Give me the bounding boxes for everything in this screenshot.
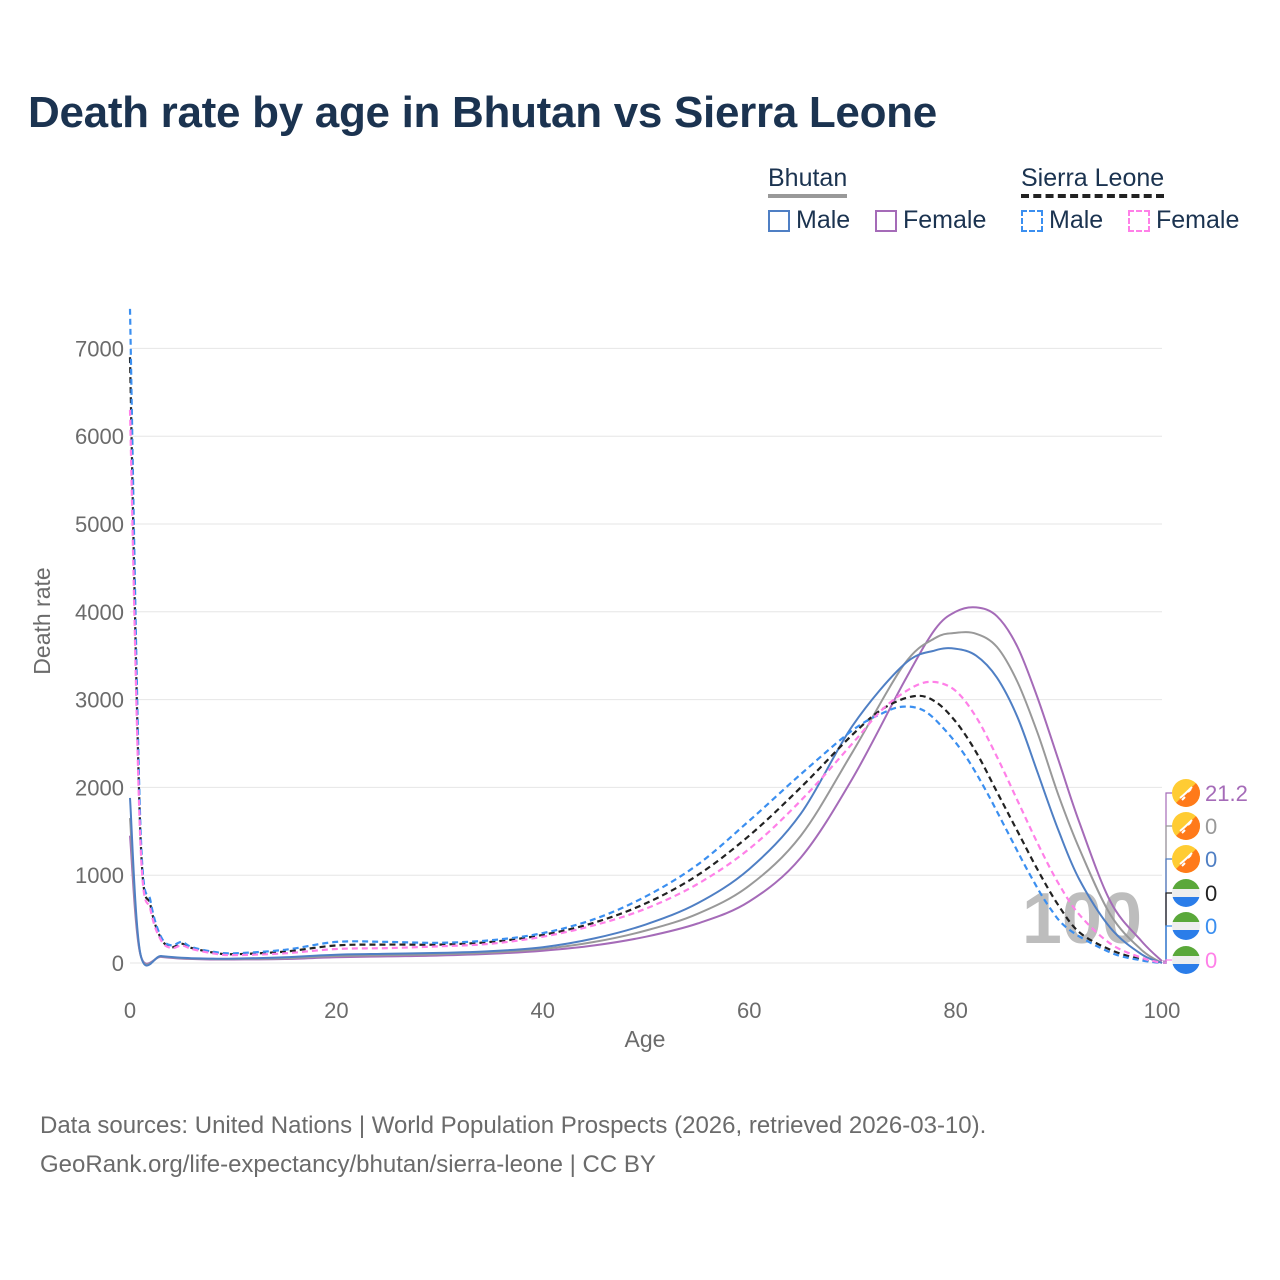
legend-swatch-bhutan-male [768, 209, 790, 232]
legend-group-bhutan-label: Bhutan [768, 164, 848, 192]
end-value-label-3: 0 [1205, 881, 1217, 906]
bhutan-flag-icon [1172, 812, 1200, 840]
sierra-leone-flag-icon [1172, 879, 1200, 907]
y-tick-label-4000: 4000 [75, 600, 124, 625]
legend-group-sierra-leone[interactable]: Sierra Leone [1021, 164, 1165, 198]
y-axis-title: Death rate [29, 567, 55, 674]
legend-label-bhutan-male: Male [796, 206, 851, 234]
y-tick-label-3000: 3000 [75, 688, 124, 713]
x-tick-label-100: 100 [1144, 998, 1181, 1023]
source-note: Data sources: United Nations | World Pop… [40, 1106, 986, 1184]
series-line-sierra-leone-male[interactable] [128, 308, 1163, 965]
end-connector-5 [1163, 959, 1172, 964]
series-line-bhutan-male[interactable] [129, 647, 1163, 967]
sierra-leone-flag-icon [1172, 946, 1200, 974]
legend-swatch-bhutan-female [875, 209, 897, 232]
y-tick-label-1000: 1000 [75, 863, 124, 888]
end-labels: 21.2 0 0 0 0 0 [1163, 779, 1248, 974]
end-value-label-4: 0 [1205, 914, 1217, 939]
y-tick-label-7000: 7000 [75, 336, 124, 361]
legend-swatch-sierra-leone-male [1021, 209, 1043, 232]
sierra-leone-flag-icon [1172, 912, 1200, 940]
x-tick-label-20: 20 [324, 998, 348, 1023]
y-tick-label-2000: 2000 [75, 775, 124, 800]
end-value-label-2: 0 [1205, 847, 1217, 872]
legend-swatch-sierra-leone-female [1128, 209, 1150, 232]
legend-group-sierra-leone-label: Sierra Leone [1021, 164, 1165, 192]
bhutan-flag-icon [1172, 779, 1200, 807]
end-connector-3 [1163, 892, 1172, 964]
grid-lines [130, 347, 1162, 964]
legend-group-bhutan-line [768, 194, 848, 198]
end-connector-1 [1163, 825, 1172, 964]
source-line-1: Data sources: United Nations | World Pop… [40, 1112, 987, 1139]
series-line-bhutan-total[interactable] [129, 631, 1163, 966]
legend-label-bhutan-female: Female [903, 206, 987, 234]
x-tick-label-40: 40 [531, 998, 555, 1023]
end-connector-0 [1163, 792, 1172, 962]
y-tick-label-5000: 5000 [75, 512, 124, 537]
series-line-sierra-leone-total[interactable] [128, 357, 1163, 965]
series-line-sierra-leone-female[interactable] [128, 409, 1163, 965]
legend-group-bhutan[interactable]: Bhutan [768, 164, 848, 198]
end-connector-2 [1163, 858, 1172, 964]
legend-item-sierra-leone-male[interactable]: Male [1021, 206, 1103, 235]
chart-title: Death rate by age in Bhutan vs Sierra Le… [28, 88, 937, 137]
legend-label-sierra-leone-female: Female [1156, 206, 1240, 234]
bhutan-flag-icon [1172, 845, 1200, 873]
x-axis-title: Age [625, 1026, 666, 1052]
end-value-label-1: 0 [1205, 814, 1217, 839]
series-lines [128, 308, 1163, 967]
legend-item-sierra-leone-female[interactable]: Female [1128, 206, 1239, 235]
x-tick-label-60: 60 [737, 998, 761, 1023]
legend-group-sierra-leone-line [1021, 194, 1165, 198]
end-value-label-0: 21.2 [1205, 781, 1248, 806]
end-connector-4 [1163, 925, 1172, 964]
source-line-2[interactable]: GeoRank.org/life-expectancy/bhutan/sierr… [40, 1151, 656, 1178]
x-tick-label-80: 80 [943, 998, 967, 1023]
x-tick-label-0: 0 [124, 998, 136, 1023]
end-value-label-5: 0 [1205, 948, 1217, 973]
legend-item-bhutan-female[interactable]: Female [875, 206, 986, 235]
legend-item-bhutan-male[interactable]: Male [768, 206, 850, 235]
y-tick-label-0: 0 [112, 951, 124, 976]
y-tick-label-6000: 6000 [75, 424, 124, 449]
axes: Age Death rate 0100020003000400050006000… [29, 336, 1180, 1052]
legend-label-sierra-leone-male: Male [1049, 206, 1104, 234]
